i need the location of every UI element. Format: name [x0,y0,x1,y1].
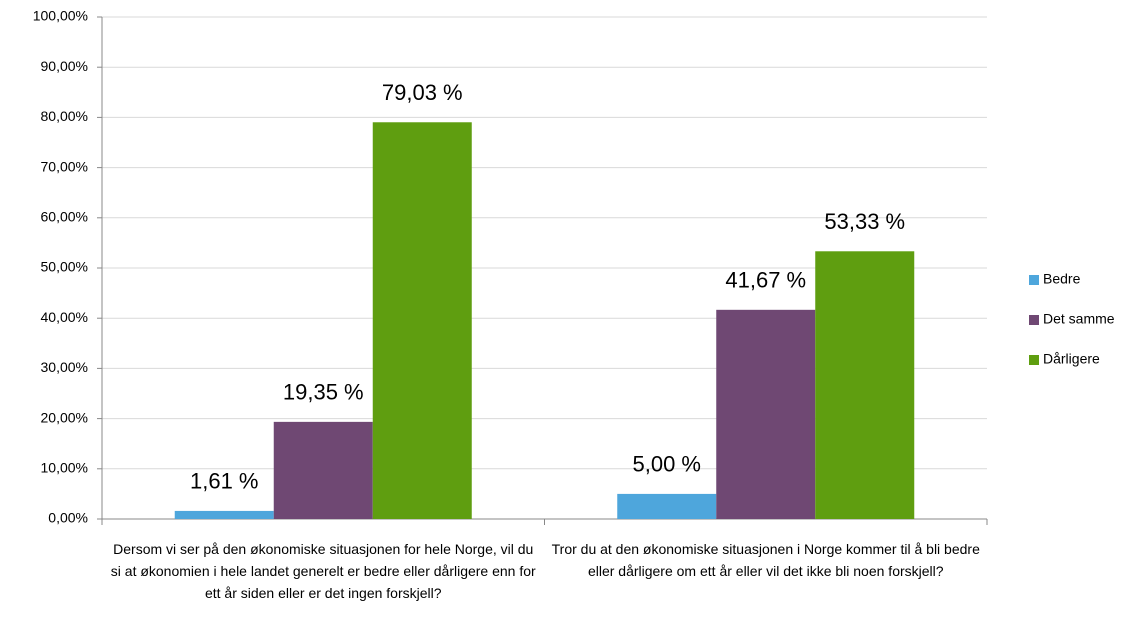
data-label: 5,00 % [633,452,702,477]
data-label: 1,61 % [190,469,259,494]
legend-label: Bedre [1043,271,1081,287]
y-tick-label: 50,00% [41,259,88,275]
data-label: 79,03 % [382,80,463,105]
data-label: 19,35 % [283,380,364,405]
bar [174,510,274,519]
y-tick-label: 90,00% [41,58,88,74]
y-tick-label: 60,00% [41,209,88,225]
bar [273,421,373,519]
legend-swatch [1029,355,1039,365]
data-label: 41,67 % [725,268,806,293]
y-tick-label: 100,00% [33,8,88,24]
y-tick-label: 20,00% [41,409,88,425]
y-tick-label: 40,00% [41,309,88,325]
legend-label: Det samme [1043,311,1115,327]
y-tick-label: 10,00% [41,460,88,476]
legend-swatch [1029,275,1039,285]
x-tick-label: Dersom vi ser på den økonomiske situasjo… [110,541,536,601]
bar [617,493,717,519]
data-label: 53,33 % [824,209,905,234]
bar [372,122,472,519]
x-tick-label: Tror du at den økonomiske situasjonen i … [551,541,980,579]
y-tick-label: 70,00% [41,158,88,174]
y-tick-label: 0,00% [48,510,88,526]
legend-label: Dårligere [1043,351,1100,367]
bar [815,251,915,520]
y-tick-label: 30,00% [41,359,88,375]
y-tick-label: 80,00% [41,108,88,124]
bar [716,309,816,519]
legend-swatch [1029,315,1039,325]
